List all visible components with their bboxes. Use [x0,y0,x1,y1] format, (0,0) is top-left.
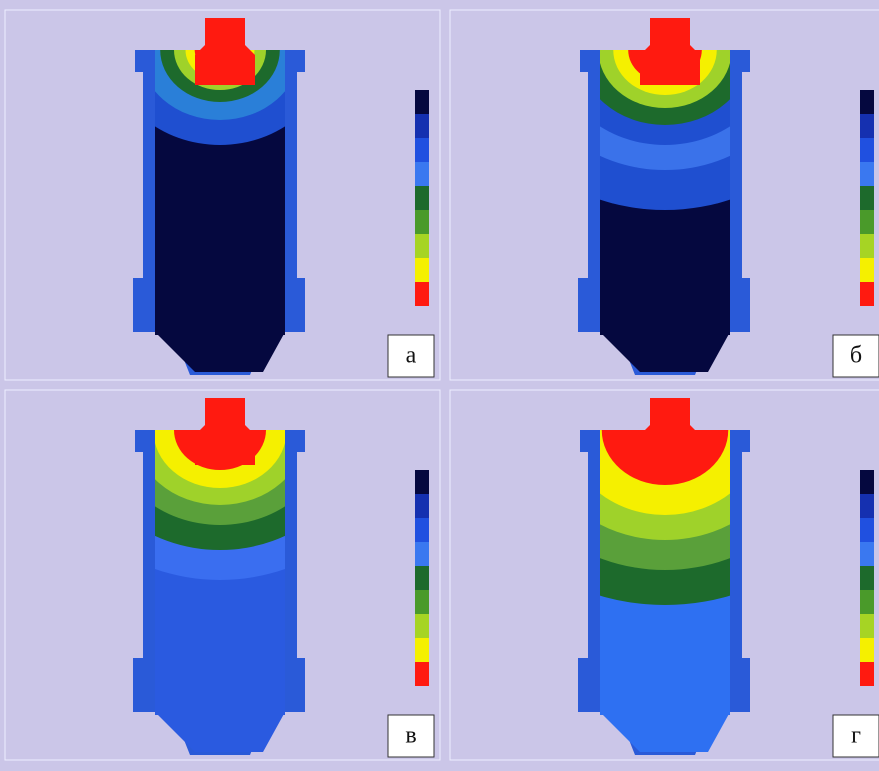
legend-swatch [860,590,874,614]
legend-swatch [415,590,429,614]
legend-swatch [415,258,429,282]
legend-swatch [860,638,874,662]
panel-label: г [851,723,861,749]
legend-swatch [860,614,874,638]
legend-swatch [415,542,429,566]
legend-swatch [415,234,429,258]
legend-swatch [860,186,874,210]
legend-swatch [415,138,429,162]
figure: а б в г [0,0,879,771]
legend-swatch [860,258,874,282]
panel-label: в [405,723,416,749]
legend-swatch [415,662,429,686]
legend-swatch [415,518,429,542]
legend-swatch [415,470,429,494]
legend-swatch [860,234,874,258]
legend-swatch [415,638,429,662]
legend-swatch [415,114,429,138]
legend-swatch [415,494,429,518]
legend-swatch [860,114,874,138]
legend-swatch [860,566,874,590]
legend-swatch [860,90,874,114]
panel-label: б [850,343,862,369]
legend-swatch [415,614,429,638]
legend-swatch [415,210,429,234]
panel-label: а [406,343,417,369]
legend-swatch [860,282,874,306]
legend-swatch [860,542,874,566]
legend-swatch [860,662,874,686]
legend-swatch [860,470,874,494]
legend-swatch [860,518,874,542]
legend-swatch [415,186,429,210]
legend-swatch [860,162,874,186]
legend-swatch [860,494,874,518]
legend-swatch [415,282,429,306]
legend-swatch [415,90,429,114]
legend-swatch [415,162,429,186]
legend-swatch [860,210,874,234]
legend-swatch [860,138,874,162]
legend-swatch [415,566,429,590]
